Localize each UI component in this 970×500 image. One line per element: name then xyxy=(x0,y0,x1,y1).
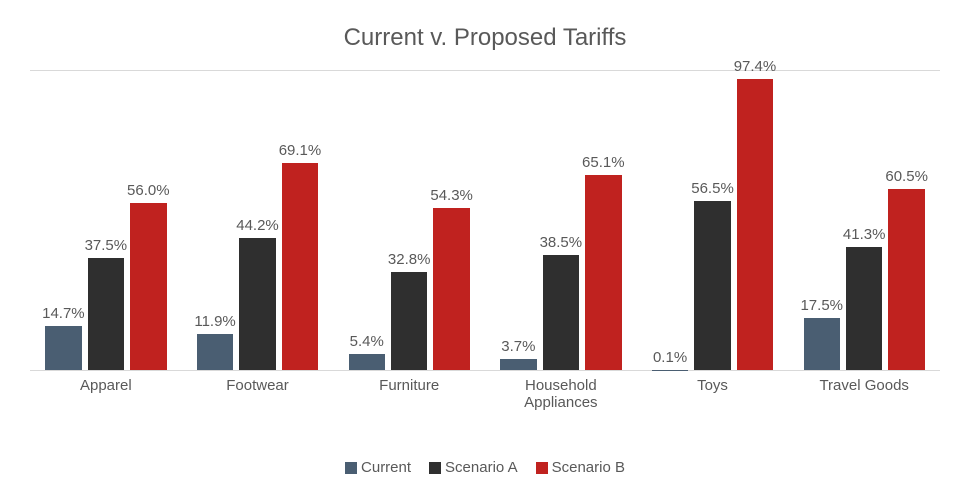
bar-slot: 60.5% xyxy=(888,71,924,370)
bar-value-label: 56.0% xyxy=(119,182,177,199)
bar xyxy=(846,247,882,370)
bar xyxy=(433,208,469,370)
bar-group: 3.7%38.5%65.1% xyxy=(485,71,637,370)
bar-slot: 69.1% xyxy=(282,71,318,370)
tariff-chart: Current v. Proposed Tariffs 14.7%37.5%56… xyxy=(0,0,970,500)
x-axis-label: Toys xyxy=(637,371,789,412)
bar xyxy=(197,334,233,370)
bar-slot: 5.4% xyxy=(349,71,385,370)
legend: Current Scenario A Scenario B xyxy=(10,451,960,490)
bar-group: 0.1%56.5%97.4% xyxy=(637,71,789,370)
bar-slot: 17.5% xyxy=(804,71,840,370)
x-axis-label: Furniture xyxy=(333,371,485,412)
plot-area: 14.7%37.5%56.0%11.9%44.2%69.1%5.4%32.8%5… xyxy=(30,70,940,371)
x-axis-label: HouseholdAppliances xyxy=(485,371,637,412)
bar-value-label: 54.3% xyxy=(422,187,480,204)
bar-group: 17.5%41.3%60.5% xyxy=(788,71,940,370)
bar-cluster: 3.7%38.5%65.1% xyxy=(500,71,621,370)
x-axis-label: Apparel xyxy=(30,371,182,412)
bar-slot: 56.0% xyxy=(130,71,166,370)
bar xyxy=(282,163,318,370)
bar-group: 5.4%32.8%54.3% xyxy=(333,71,485,370)
bar xyxy=(130,203,166,370)
bar-slot: 32.8% xyxy=(391,71,427,370)
plot-region: 14.7%37.5%56.0%11.9%44.2%69.1%5.4%32.8%5… xyxy=(30,70,940,371)
bar-value-label: 65.1% xyxy=(574,154,632,171)
bar xyxy=(585,175,621,370)
bar-slot: 3.7% xyxy=(500,71,536,370)
legend-label: Scenario B xyxy=(552,459,625,476)
legend-item: Current xyxy=(345,459,411,476)
bar xyxy=(349,354,385,370)
bar-value-label: 44.2% xyxy=(228,217,286,234)
bar-slot: 65.1% xyxy=(585,71,621,370)
bar xyxy=(391,272,427,370)
bar xyxy=(500,359,536,370)
bar-cluster: 17.5%41.3%60.5% xyxy=(804,71,925,370)
bar-value-label: 69.1% xyxy=(271,142,329,159)
bar-value-label: 3.7% xyxy=(489,338,547,355)
bar xyxy=(45,326,81,370)
bar-cluster: 0.1%56.5%97.4% xyxy=(652,71,773,370)
bar-slot: 97.4% xyxy=(737,71,773,370)
bar-groups: 14.7%37.5%56.0%11.9%44.2%69.1%5.4%32.8%5… xyxy=(30,71,940,370)
legend-swatch xyxy=(345,462,357,474)
bar-slot: 14.7% xyxy=(45,71,81,370)
bar-slot: 41.3% xyxy=(846,71,882,370)
bar-slot: 44.2% xyxy=(239,71,275,370)
legend-item: Scenario A xyxy=(429,459,518,476)
bar-value-label: 56.5% xyxy=(683,180,741,197)
bar-value-label: 17.5% xyxy=(793,297,851,314)
legend-swatch xyxy=(429,462,441,474)
bar-value-label: 32.8% xyxy=(380,251,438,268)
legend-label: Current xyxy=(361,459,411,476)
bar-value-label: 14.7% xyxy=(34,305,92,322)
bar xyxy=(737,79,773,370)
bar-value-label: 97.4% xyxy=(726,58,784,75)
bar xyxy=(543,255,579,370)
bar-value-label: 0.1% xyxy=(641,349,699,366)
bar xyxy=(239,238,275,370)
bar-value-label: 41.3% xyxy=(835,226,893,243)
x-axis-labels: ApparelFootwearFurnitureHouseholdApplian… xyxy=(30,371,940,412)
bar xyxy=(88,258,124,370)
chart-title: Current v. Proposed Tariffs xyxy=(10,10,960,60)
legend-swatch xyxy=(536,462,548,474)
bar-cluster: 5.4%32.8%54.3% xyxy=(349,71,470,370)
plot-outer: 14.7%37.5%56.0%11.9%44.2%69.1%5.4%32.8%5… xyxy=(10,60,960,451)
bar-slot: 37.5% xyxy=(88,71,124,370)
bar xyxy=(694,201,730,370)
bar-value-label: 5.4% xyxy=(338,333,396,350)
bar-group: 14.7%37.5%56.0% xyxy=(30,71,182,370)
bar-group: 11.9%44.2%69.1% xyxy=(182,71,334,370)
bar-value-label: 11.9% xyxy=(186,313,244,330)
x-axis-label: Travel Goods xyxy=(788,371,940,412)
bar xyxy=(888,189,924,370)
x-axis: ApparelFootwearFurnitureHouseholdApplian… xyxy=(30,371,940,417)
bar-value-label: 60.5% xyxy=(878,168,936,185)
bar-slot: 0.1% xyxy=(652,71,688,370)
bar-value-label: 37.5% xyxy=(77,237,135,254)
bar-cluster: 14.7%37.5%56.0% xyxy=(45,71,166,370)
legend-item: Scenario B xyxy=(536,459,625,476)
bar-cluster: 11.9%44.2%69.1% xyxy=(197,71,318,370)
x-axis-label: Footwear xyxy=(182,371,334,412)
bar xyxy=(804,318,840,370)
bar-slot: 56.5% xyxy=(694,71,730,370)
legend-label: Scenario A xyxy=(445,459,518,476)
bar-value-label: 38.5% xyxy=(532,234,590,251)
bar-slot: 38.5% xyxy=(543,71,579,370)
bar-slot: 54.3% xyxy=(433,71,469,370)
